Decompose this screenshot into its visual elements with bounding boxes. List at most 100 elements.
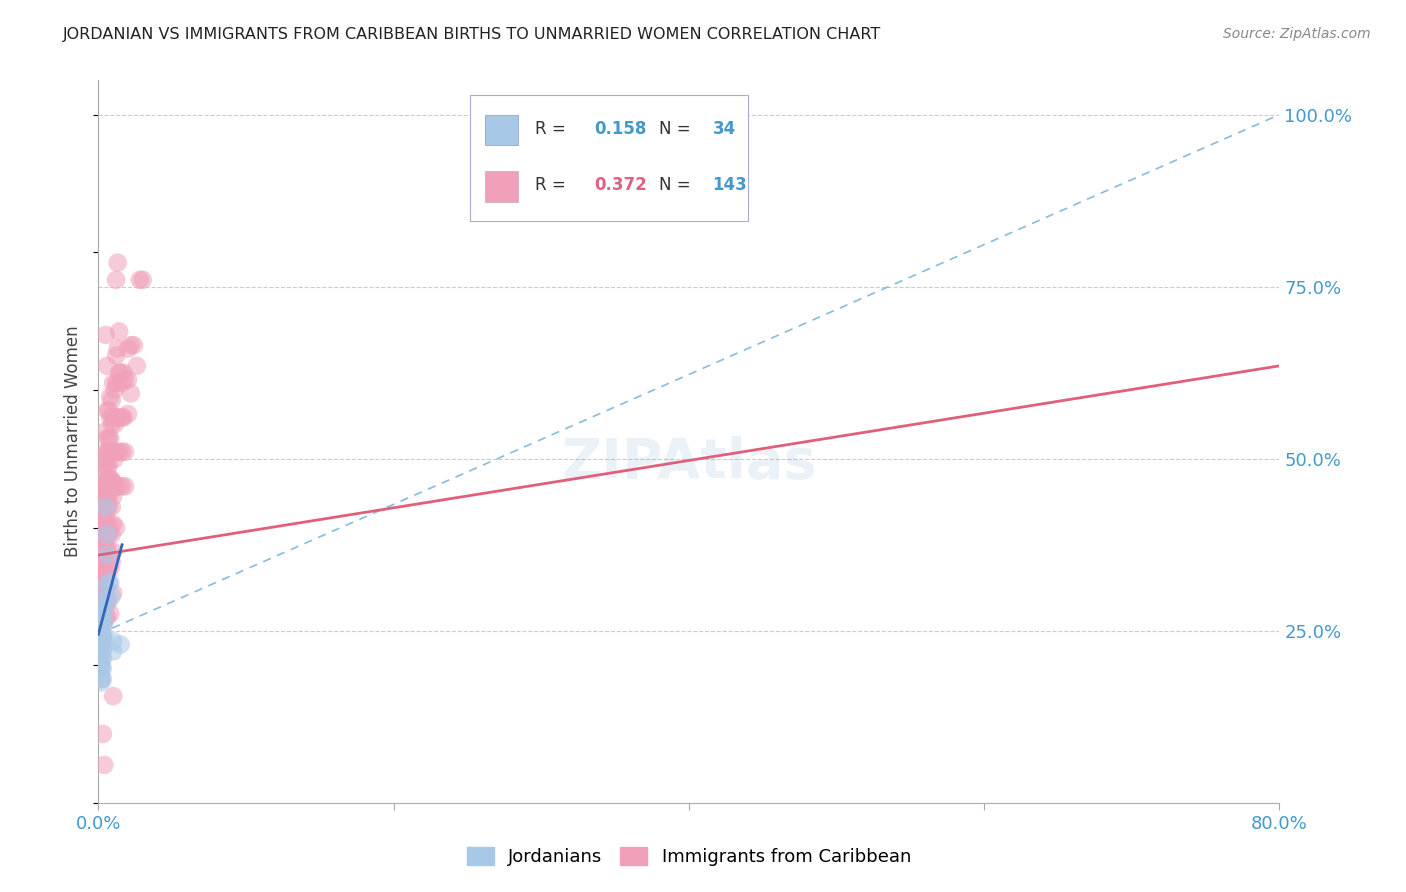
Point xyxy=(103,689,125,703)
Point xyxy=(132,273,155,287)
Point xyxy=(97,548,120,562)
Point xyxy=(97,527,120,541)
Point xyxy=(103,490,125,504)
Point xyxy=(93,603,115,617)
Point xyxy=(103,376,125,390)
Point xyxy=(120,386,142,401)
Point xyxy=(93,616,115,631)
Point xyxy=(96,500,118,514)
Point xyxy=(98,410,121,425)
Point xyxy=(90,607,112,621)
Point xyxy=(96,527,118,541)
Point xyxy=(91,534,114,549)
Point xyxy=(98,520,121,534)
Point xyxy=(91,603,114,617)
Point xyxy=(90,590,112,604)
Point xyxy=(93,466,115,480)
Point xyxy=(91,575,114,590)
Point xyxy=(90,620,112,634)
Point xyxy=(105,376,128,390)
Point xyxy=(93,534,115,549)
Point xyxy=(105,273,128,287)
Point xyxy=(103,517,125,532)
Point xyxy=(108,325,131,339)
Point xyxy=(93,520,115,534)
Point xyxy=(117,407,139,421)
Point xyxy=(96,431,118,445)
Point xyxy=(107,342,129,356)
Point xyxy=(114,373,136,387)
Point xyxy=(128,273,150,287)
Point xyxy=(90,648,112,662)
Point xyxy=(90,634,112,648)
Point xyxy=(96,472,118,486)
Point xyxy=(93,451,115,466)
Point xyxy=(93,631,115,645)
Point xyxy=(97,486,120,500)
Point xyxy=(97,431,120,445)
Point xyxy=(93,590,115,604)
Point xyxy=(90,672,112,686)
Point xyxy=(91,520,114,534)
Point xyxy=(100,417,122,432)
Point xyxy=(94,514,117,528)
Text: 0.158: 0.158 xyxy=(595,120,647,138)
Point xyxy=(93,507,115,521)
Point xyxy=(90,675,112,690)
Point xyxy=(100,590,122,604)
Point xyxy=(94,582,117,597)
Point xyxy=(91,507,114,521)
Point xyxy=(90,658,112,673)
Point xyxy=(111,376,134,390)
Point xyxy=(96,403,118,417)
Legend: Jordanians, Immigrants from Caribbean: Jordanians, Immigrants from Caribbean xyxy=(460,840,918,873)
Text: JORDANIAN VS IMMIGRANTS FROM CARIBBEAN BIRTHS TO UNMARRIED WOMEN CORRELATION CHA: JORDANIAN VS IMMIGRANTS FROM CARIBBEAN B… xyxy=(63,27,882,42)
Point xyxy=(90,644,112,658)
Point xyxy=(94,596,117,610)
Point xyxy=(90,631,112,645)
Point xyxy=(103,586,125,600)
Point xyxy=(90,534,112,549)
Point xyxy=(96,610,118,624)
Point xyxy=(94,458,117,473)
Point xyxy=(97,445,120,459)
Text: N =: N = xyxy=(659,176,696,194)
Point xyxy=(91,631,114,645)
Point xyxy=(111,410,134,425)
Point xyxy=(91,596,114,610)
Point xyxy=(105,349,128,363)
Point xyxy=(112,366,135,380)
Point xyxy=(90,616,112,631)
Point xyxy=(90,614,112,628)
Point xyxy=(94,445,117,459)
Point xyxy=(117,342,139,356)
Point xyxy=(98,607,121,621)
Point xyxy=(108,479,131,493)
Point xyxy=(108,445,131,459)
Text: R =: R = xyxy=(536,176,571,194)
Point xyxy=(100,555,122,569)
Point xyxy=(97,500,120,514)
Point xyxy=(103,410,125,425)
Point xyxy=(100,445,122,459)
Point xyxy=(98,472,121,486)
Point xyxy=(96,596,118,610)
Point xyxy=(91,590,114,604)
Point xyxy=(104,383,127,397)
Point xyxy=(98,486,121,500)
Text: 34: 34 xyxy=(713,120,735,138)
Point xyxy=(96,514,118,528)
Point xyxy=(91,616,114,631)
Point xyxy=(91,672,114,686)
Point xyxy=(94,500,117,514)
Point xyxy=(91,479,114,493)
Point xyxy=(94,424,117,438)
Point xyxy=(96,486,118,500)
Point xyxy=(90,599,112,614)
Point xyxy=(97,592,120,607)
Point xyxy=(103,634,125,648)
Point xyxy=(93,603,115,617)
Point xyxy=(104,451,127,466)
Point xyxy=(103,445,125,459)
FancyBboxPatch shape xyxy=(485,171,517,202)
